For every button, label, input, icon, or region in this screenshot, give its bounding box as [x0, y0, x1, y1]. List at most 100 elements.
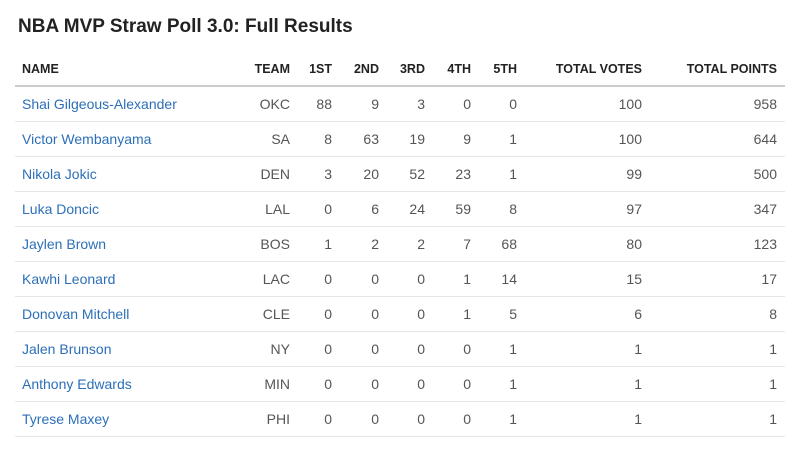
number-cell: 0	[433, 366, 479, 402]
number-cell: 0	[298, 261, 340, 297]
number-cell: 0	[433, 86, 479, 122]
number-cell: 8	[650, 296, 785, 332]
number-cell: 19	[387, 121, 433, 157]
number-cell: 97	[525, 191, 650, 227]
number-cell: 23	[433, 156, 479, 192]
number-cell: 958	[650, 86, 785, 122]
header-row: NAME TEAM 1ST 2ND 3RD 4TH 5TH TOTAL VOTES TOTAL …	[15, 52, 785, 87]
number-cell: 1	[525, 366, 650, 402]
player-link[interactable]: Kawhi Leonard	[22, 271, 116, 287]
player-row: Jaylen Brown BOS 1 2 2 7 68 80 123	[15, 226, 785, 262]
name-cell: Kawhi Leonard	[15, 261, 240, 297]
column-header: 1ST	[298, 52, 340, 87]
number-cell: 5	[479, 296, 525, 332]
number-cell: 0	[298, 191, 340, 227]
number-cell: 1	[479, 401, 525, 437]
number-cell: 9	[433, 121, 479, 157]
number-cell: 347	[650, 191, 785, 227]
player-link[interactable]: Tyrese Maxey	[22, 411, 110, 427]
name-cell: Anthony Edwards	[15, 366, 240, 402]
number-cell: 1	[479, 156, 525, 192]
player-link[interactable]: Nikola Jokic	[22, 166, 97, 182]
number-cell: 0	[387, 331, 433, 367]
player-row: Kawhi Leonard LAC 0 0 0 1 14 15 17	[15, 261, 785, 297]
number-cell: 0	[298, 401, 340, 437]
team-cell: NY	[240, 331, 298, 367]
team-cell: PHI	[240, 401, 298, 437]
number-cell: 2	[387, 226, 433, 262]
number-cell: 24	[387, 191, 433, 227]
team-cell: CLE	[240, 296, 298, 332]
number-cell: 14	[479, 261, 525, 297]
player-row: Nikola Jokic DEN 3 20 52 23 1 99 500	[15, 156, 785, 192]
column-header: NAME	[15, 52, 240, 87]
player-row: Jalen Brunson NY 0 0 0 0 1 1 1	[15, 331, 785, 367]
number-cell: 59	[433, 191, 479, 227]
player-link[interactable]: Jaylen Brown	[22, 236, 107, 252]
number-cell: 1	[433, 296, 479, 332]
number-cell: 1	[525, 401, 650, 437]
number-cell: 6	[525, 296, 650, 332]
player-link[interactable]: Donovan Mitchell	[22, 306, 130, 322]
column-header: 2ND	[340, 52, 387, 87]
number-cell: 123	[650, 226, 785, 262]
title: NBA MVP Straw Poll 3.0: Full Results	[18, 16, 353, 37]
name-cell: Nikola Jokic	[15, 156, 240, 192]
player-link[interactable]: Luka Doncic	[22, 201, 100, 217]
number-cell: 0	[298, 366, 340, 402]
number-cell: 52	[387, 156, 433, 192]
player-link[interactable]: Shai Gilgeous-Alexander	[22, 96, 177, 112]
number-cell: 8	[479, 191, 525, 227]
name-cell: Victor Wembanyama	[15, 121, 240, 157]
column-header: 4TH	[433, 52, 479, 87]
player-link[interactable]: Jalen Brunson	[22, 341, 112, 357]
number-cell: 0	[340, 401, 387, 437]
name-cell: Tyrese Maxey	[15, 401, 240, 437]
name-cell: Luka Doncic	[15, 191, 240, 227]
number-cell: 1	[479, 331, 525, 367]
number-cell: 0	[340, 366, 387, 402]
number-cell: 17	[650, 261, 785, 297]
number-cell: 6	[340, 191, 387, 227]
number-cell: 0	[298, 296, 340, 332]
number-cell: 100	[525, 121, 650, 157]
results-table: NAME TEAM 1ST 2ND 3RD 4TH 5TH TOTAL VOTES TOTAL …	[15, 52, 785, 437]
column-header: TEAM	[240, 52, 298, 87]
name-cell: Jalen Brunson	[15, 331, 240, 367]
player-row: Tyrese Maxey PHI 0 0 0 0 1 1 1	[15, 401, 785, 437]
number-cell: 8	[298, 121, 340, 157]
number-cell: 88	[298, 86, 340, 122]
name-cell: Shai Gilgeous-Alexander	[15, 86, 240, 122]
number-cell: 0	[298, 331, 340, 367]
number-cell: 0	[387, 296, 433, 332]
number-cell: 644	[650, 121, 785, 157]
team-cell: LAL	[240, 191, 298, 227]
number-cell: 0	[387, 261, 433, 297]
player-row: Luka Doncic LAL 0 6 24 59 8 97 347	[15, 191, 785, 227]
column-header: TOTAL VOTES	[525, 52, 650, 87]
number-cell: 7	[433, 226, 479, 262]
team-cell: OKC	[240, 86, 298, 122]
number-cell: 1	[650, 366, 785, 402]
number-cell: 1	[298, 226, 340, 262]
number-cell: 100	[525, 86, 650, 122]
player-row: Shai Gilgeous-Alexander OKC 88 9 3 0 0 100 958	[15, 86, 785, 122]
number-cell: 1	[650, 401, 785, 437]
number-cell: 0	[340, 261, 387, 297]
player-link[interactable]: Victor Wembanyama	[22, 131, 152, 147]
name-cell: Jaylen Brown	[15, 226, 240, 262]
number-cell: 80	[525, 226, 650, 262]
column-header: 3RD	[387, 52, 433, 87]
number-cell: 1	[479, 121, 525, 157]
number-cell: 3	[298, 156, 340, 192]
team-cell: LAC	[240, 261, 298, 297]
team-cell: SA	[240, 121, 298, 157]
table-body: Shai Gilgeous-Alexander OKC 88 9 3 0 0 100 958 Vi…	[15, 86, 785, 437]
player-link[interactable]: Anthony Edwards	[22, 376, 132, 392]
number-cell: 1	[479, 366, 525, 402]
number-cell: 0	[433, 401, 479, 437]
number-cell: 2	[340, 226, 387, 262]
number-cell: 1	[650, 331, 785, 367]
number-cell: 3	[387, 86, 433, 122]
